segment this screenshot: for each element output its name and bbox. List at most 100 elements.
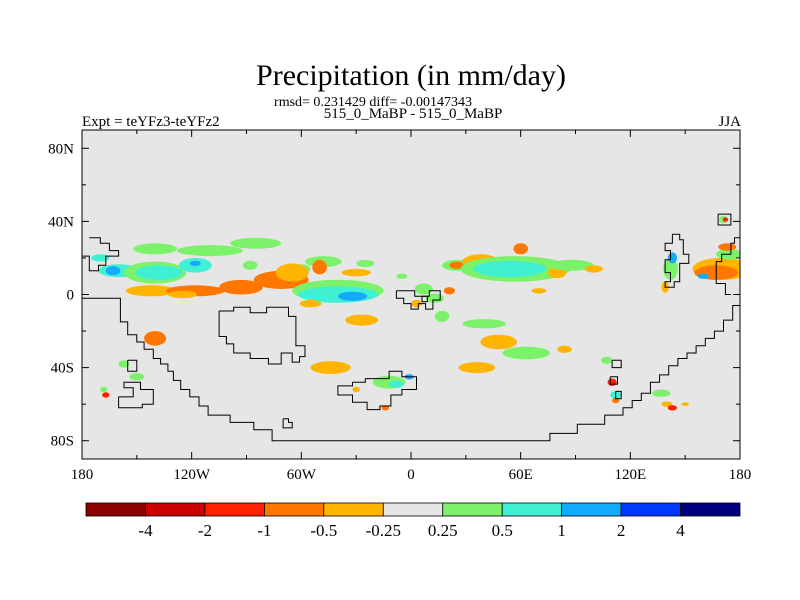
anomaly-patch-31 bbox=[341, 268, 371, 277]
anomaly-patch-40 bbox=[449, 261, 465, 269]
coastline-9 bbox=[664, 233, 690, 288]
colorbar-cell-7 bbox=[501, 502, 563, 517]
coastline-14 bbox=[615, 390, 622, 400]
anomaly-patch-47 bbox=[584, 265, 603, 273]
anomaly-patch-71 bbox=[663, 257, 678, 280]
colorbar-cell-0 bbox=[85, 502, 146, 517]
chart-title: Precipitation (in mm/day) bbox=[256, 59, 566, 92]
anomaly-patch-2 bbox=[105, 266, 121, 276]
x-tick-label-5: 120E bbox=[614, 467, 646, 483]
anomaly-patch-64 bbox=[661, 401, 673, 407]
anomaly-patch-22 bbox=[275, 263, 309, 282]
anomaly-patch-51 bbox=[502, 346, 550, 360]
colorbar-cell-5 bbox=[382, 502, 444, 517]
anomaly-patch-15 bbox=[100, 386, 108, 393]
y-tick-label-4: 80S bbox=[51, 434, 74, 450]
colorbar-cell-6 bbox=[442, 502, 503, 517]
anomaly-patch-8 bbox=[177, 245, 243, 257]
colorbar-cell-10 bbox=[680, 502, 741, 517]
anomaly-patch-36 bbox=[425, 293, 444, 303]
anomaly-patch-0 bbox=[91, 254, 110, 262]
anomaly-patch-28 bbox=[299, 299, 322, 308]
coastline-7 bbox=[337, 370, 417, 411]
y-tick-label-0: 80N bbox=[48, 141, 74, 157]
anomaly-patch-76 bbox=[697, 273, 709, 279]
anomaly-patch-18 bbox=[242, 260, 258, 270]
colorbar: -4 -2 -1 -0.5 -0.25 0.25 0.5 1 2 4 bbox=[85, 502, 741, 540]
coastline-layer bbox=[82, 213, 740, 442]
anomaly-patch-14 bbox=[129, 373, 145, 381]
x-tick-label-1: 120W bbox=[173, 467, 211, 483]
colorbar-cell-3 bbox=[263, 502, 325, 517]
anomaly-patch-59 bbox=[601, 356, 613, 364]
anomaly-patch-49 bbox=[462, 319, 506, 329]
colorbar-cell-1 bbox=[145, 502, 206, 517]
anomaly-patch-38 bbox=[443, 287, 455, 295]
anomaly-patch-30 bbox=[310, 361, 351, 374]
colorbar-cell-4 bbox=[323, 502, 384, 517]
coastline-0 bbox=[82, 237, 120, 272]
y-tick-label-2: 0 bbox=[67, 288, 75, 304]
anomaly-patch-37 bbox=[434, 310, 450, 322]
colorbar-cell-8 bbox=[561, 502, 622, 517]
anomaly-patch-70 bbox=[718, 243, 737, 251]
anomaly-patch-17 bbox=[230, 237, 282, 249]
anomaly-patch-9 bbox=[125, 285, 178, 297]
anomaly-patch-66 bbox=[681, 402, 689, 407]
anomaly-patch-65 bbox=[667, 405, 678, 411]
anomaly-layer bbox=[91, 215, 740, 411]
anomaly-patch-29 bbox=[345, 314, 378, 326]
anomaly-patch-12 bbox=[144, 331, 167, 346]
y-tick-label-3: 40S bbox=[51, 361, 74, 377]
anomaly-patch-48 bbox=[531, 288, 547, 294]
anomaly-patch-7 bbox=[189, 260, 201, 267]
colorbar-cell-9 bbox=[620, 502, 681, 517]
anomaly-patch-19 bbox=[219, 279, 263, 295]
colorbar-label-1: -2 bbox=[198, 521, 212, 540]
coastline-3 bbox=[118, 381, 154, 409]
anomaly-patch-33 bbox=[396, 273, 408, 279]
subtitle: 515_0_MaBP - 515_0_MaBP bbox=[324, 106, 503, 122]
coastline-11 bbox=[717, 213, 732, 226]
anomaly-patch-16 bbox=[102, 392, 110, 398]
coastline-6 bbox=[421, 295, 428, 303]
y-tick-label-1: 40N bbox=[48, 214, 74, 230]
anomaly-patch-60 bbox=[607, 378, 617, 386]
colorbar-label-9: 4 bbox=[676, 521, 685, 540]
colorbar-label-0: -4 bbox=[138, 521, 153, 540]
x-tick-label-4: 60E bbox=[509, 467, 533, 483]
anomaly-patch-13 bbox=[118, 360, 130, 368]
colorbar-label-4: -0.25 bbox=[366, 521, 401, 540]
colorbar-label-5: 0.25 bbox=[428, 521, 458, 540]
coastline-8 bbox=[282, 418, 293, 429]
anomaly-patch-3 bbox=[133, 243, 178, 255]
coastline-1 bbox=[82, 297, 740, 442]
anomaly-patch-43 bbox=[473, 260, 547, 278]
anomaly-patch-75 bbox=[722, 217, 729, 222]
anomaly-patch-55 bbox=[389, 380, 404, 388]
anomaly-patch-58 bbox=[352, 386, 360, 393]
stats-line: rmsd= 0.231429 diff= -0.00147343 bbox=[274, 95, 472, 110]
anomaly-patch-24 bbox=[312, 259, 327, 275]
coastline-5 bbox=[395, 290, 441, 310]
anomaly-patch-63 bbox=[652, 389, 671, 397]
colorbar-label-2: -1 bbox=[257, 521, 271, 540]
anomaly-patch-52 bbox=[557, 345, 572, 353]
anomaly-patch-35 bbox=[411, 299, 422, 308]
colorbar-label-3: -0.5 bbox=[310, 521, 337, 540]
colorbar-cell-2 bbox=[204, 502, 265, 517]
axis-ticks: 180 120W 60W 0 60E 120E 180 80N 40N 0 40S 80S bbox=[48, 130, 751, 483]
colorbar-label-8: 2 bbox=[617, 521, 626, 540]
coastline-2 bbox=[127, 359, 138, 372]
anomaly-patch-11 bbox=[167, 290, 198, 299]
anomaly-patch-5 bbox=[135, 265, 183, 280]
left-label: Expt = teYFz3-teYFz2 bbox=[82, 114, 220, 130]
anomaly-patch-53 bbox=[458, 362, 496, 374]
anomaly-patch-50 bbox=[480, 334, 517, 350]
x-tick-label-6: 180 bbox=[729, 467, 752, 483]
anomaly-patch-72 bbox=[667, 252, 678, 264]
anomaly-patch-34 bbox=[414, 283, 433, 295]
x-tick-label-3: 0 bbox=[407, 467, 415, 483]
colorbar-label-7: 1 bbox=[557, 521, 566, 540]
